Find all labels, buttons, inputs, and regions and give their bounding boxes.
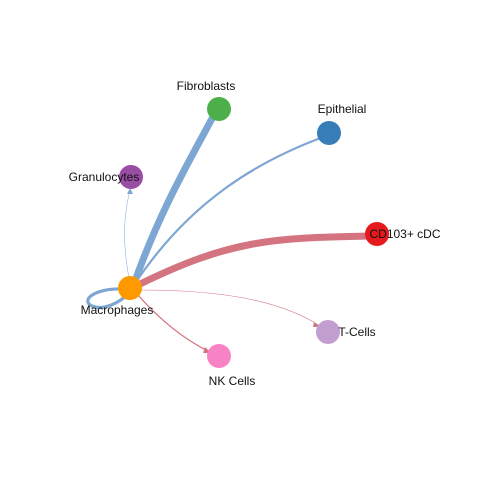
edge-macrophages-fibroblasts	[130, 109, 219, 288]
nodes-layer	[118, 97, 389, 368]
edge-macrophages-epithelial	[132, 134, 328, 287]
node-granulocytes[interactable]	[119, 165, 143, 189]
label-epithelial: Epithelial	[318, 102, 367, 116]
arrowhead-granulocytes	[127, 188, 133, 194]
label-cd103-cdc: CD103+ cDC	[369, 227, 440, 241]
label-macrophages: Macrophages	[81, 303, 154, 317]
node-fibroblasts[interactable]	[207, 97, 231, 121]
label-granulocytes: Granulocytes	[69, 170, 140, 184]
edge-macrophages-nk-cells	[136, 293, 211, 353]
node-nk-cells[interactable]	[207, 344, 231, 368]
node-macrophages[interactable]	[118, 276, 142, 300]
label-t-cells: T-Cells	[338, 325, 375, 339]
edges-layer	[86, 109, 374, 353]
node-cd103-cdc[interactable]	[365, 222, 389, 246]
edge-macrophages-self-loop	[86, 287, 130, 309]
edge-macrophages-t-cells	[139, 289, 321, 327]
edge-macrophages-cd103-cdc	[134, 232, 374, 289]
edge-macrophages-granulocytes	[124, 189, 131, 279]
node-epithelial[interactable]	[317, 121, 341, 145]
node-t-cells[interactable]	[316, 320, 340, 344]
label-fibroblasts: Fibroblasts	[177, 79, 236, 93]
label-nk-cells: NK Cells	[209, 374, 256, 388]
labels-layer: Fibroblasts Epithelial Granulocytes CD10…	[69, 79, 441, 388]
